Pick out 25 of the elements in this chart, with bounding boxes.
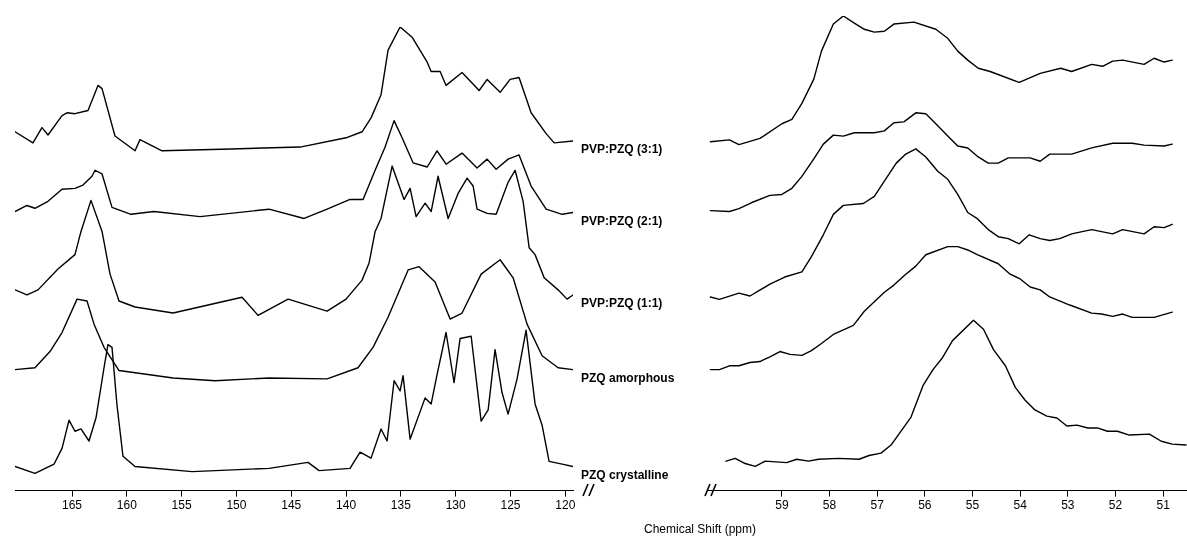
- x-tick-label: 130: [445, 498, 467, 513]
- x-tick-label: 165: [61, 498, 83, 513]
- x-tick-label: 55: [965, 498, 980, 513]
- x-tick-label: 150: [226, 498, 247, 513]
- x-tick-label: 58: [822, 498, 837, 513]
- x-tick-label: 56: [918, 498, 932, 513]
- x-tick-label: 52: [1108, 498, 1123, 513]
- x-tick-label: 53: [1061, 498, 1075, 513]
- series-label: PZQ amorphous: [581, 370, 675, 385]
- x-tick-label: 160: [116, 498, 138, 513]
- x-tick-label: 155: [171, 498, 192, 513]
- x-tick-label: 140: [336, 498, 357, 513]
- x-tick-label: 51: [1156, 498, 1171, 513]
- x-tick-label: 57: [870, 498, 885, 513]
- x-axis-title: Chemical Shift (ppm): [643, 522, 757, 536]
- x-tick-label: 54: [1013, 498, 1028, 513]
- x-tick-label: 120: [555, 498, 576, 513]
- x-tick-label: 59: [775, 498, 789, 513]
- x-tick-label: 125: [500, 498, 521, 513]
- series-label: PVP:PZQ (2:1): [581, 213, 663, 228]
- x-tick-label: 145: [281, 498, 302, 513]
- series-label: PVP:PZQ (3:1): [581, 142, 663, 157]
- x-tick-label: 135: [390, 498, 412, 513]
- series-label: PZQ crystalline: [581, 467, 669, 482]
- series-label: PVP:PZQ (1:1): [581, 296, 663, 311]
